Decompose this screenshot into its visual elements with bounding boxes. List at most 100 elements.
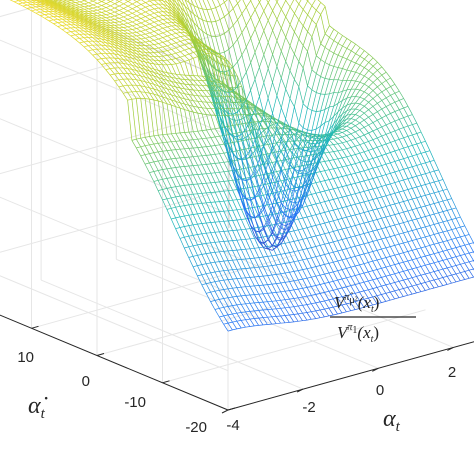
mesh-line [167,14,172,20]
mesh-line [197,244,203,255]
mesh-line [372,249,378,252]
mesh-line [197,7,203,21]
mesh-line [227,279,233,289]
mesh-line [197,193,203,204]
mesh-line [363,299,369,307]
mesh-line [368,114,374,118]
mesh-line [381,155,387,165]
mesh-line [355,129,360,133]
mesh-line [285,134,290,142]
mesh-line [385,152,391,155]
mesh-line [262,275,268,285]
mesh-line [333,130,339,134]
mesh-line [324,222,330,233]
mesh-line [240,304,246,313]
mesh-line [232,240,238,251]
mesh-line [359,96,365,100]
mesh-line [412,124,418,134]
mesh-line [250,17,256,30]
mesh-line [311,310,316,313]
mesh-line [320,308,325,311]
mesh-line [342,165,347,168]
mesh-line [122,85,128,93]
mesh-line [210,154,216,164]
mesh-line [210,136,216,138]
mesh-line [284,282,290,291]
mesh-line [184,49,190,55]
mesh-line [219,251,225,262]
mesh-line [398,170,404,181]
mesh-line [355,131,361,138]
mesh-line [188,23,195,37]
mesh-line [215,7,221,20]
mesh-line [455,226,461,229]
mesh-line [267,204,273,215]
mesh-line [206,96,212,103]
mesh-line [315,285,321,294]
mesh-line [350,138,356,141]
mesh-line [119,10,124,14]
mesh-line [105,57,111,64]
mesh-line [184,93,190,101]
mesh-line [276,127,282,132]
mesh-line [171,49,177,54]
mesh-line [284,272,290,282]
mesh-line [114,67,120,74]
mesh-line [127,14,133,19]
mesh-line [425,150,430,153]
mesh-line [403,98,409,107]
mesh-line [181,0,186,7]
mesh-line [197,183,203,194]
mesh-line [412,154,417,157]
mesh-line [162,159,168,161]
mesh-line [438,278,444,286]
mesh-line [363,112,369,118]
mesh-line [350,184,356,194]
mesh-line [420,266,426,275]
grid-line [0,39,229,136]
mesh-line [206,272,211,275]
mesh-line [136,6,142,10]
mesh-line [219,35,225,53]
mesh-line [416,218,422,229]
mesh-line [332,290,338,298]
mesh-line [394,202,400,205]
mesh-line [145,41,150,46]
mesh-line [289,45,295,55]
mesh-line [407,231,413,241]
mesh-line [394,214,400,224]
mesh-line [324,290,329,293]
mesh-line [403,288,408,296]
mesh-line [275,308,281,317]
mesh-line [188,204,194,215]
mesh-line [254,52,260,68]
mesh-line [236,229,242,240]
mesh-line [258,110,264,116]
mesh-line [442,249,448,252]
mesh-line [315,138,321,145]
mesh-line [114,24,120,29]
mesh-line [240,320,246,328]
mesh-line [350,147,356,155]
mesh-line [162,160,168,169]
mesh-line [394,99,400,103]
mesh-line [184,246,189,249]
mesh-line [158,20,164,24]
mesh-line [429,263,435,272]
mesh-line [425,184,431,195]
mesh-line [215,52,221,72]
mesh-line [179,227,185,238]
mesh-line [412,238,417,241]
mesh-line [289,168,295,178]
mesh-line [368,220,373,223]
mesh-line [249,286,255,295]
mesh-line [399,179,404,182]
mesh-line [280,123,286,129]
mesh-line [162,82,168,90]
mesh-line [284,315,290,323]
mesh-line [311,267,317,277]
mesh-line [447,266,452,269]
mesh-line [359,103,365,107]
mesh-line [162,0,168,7]
